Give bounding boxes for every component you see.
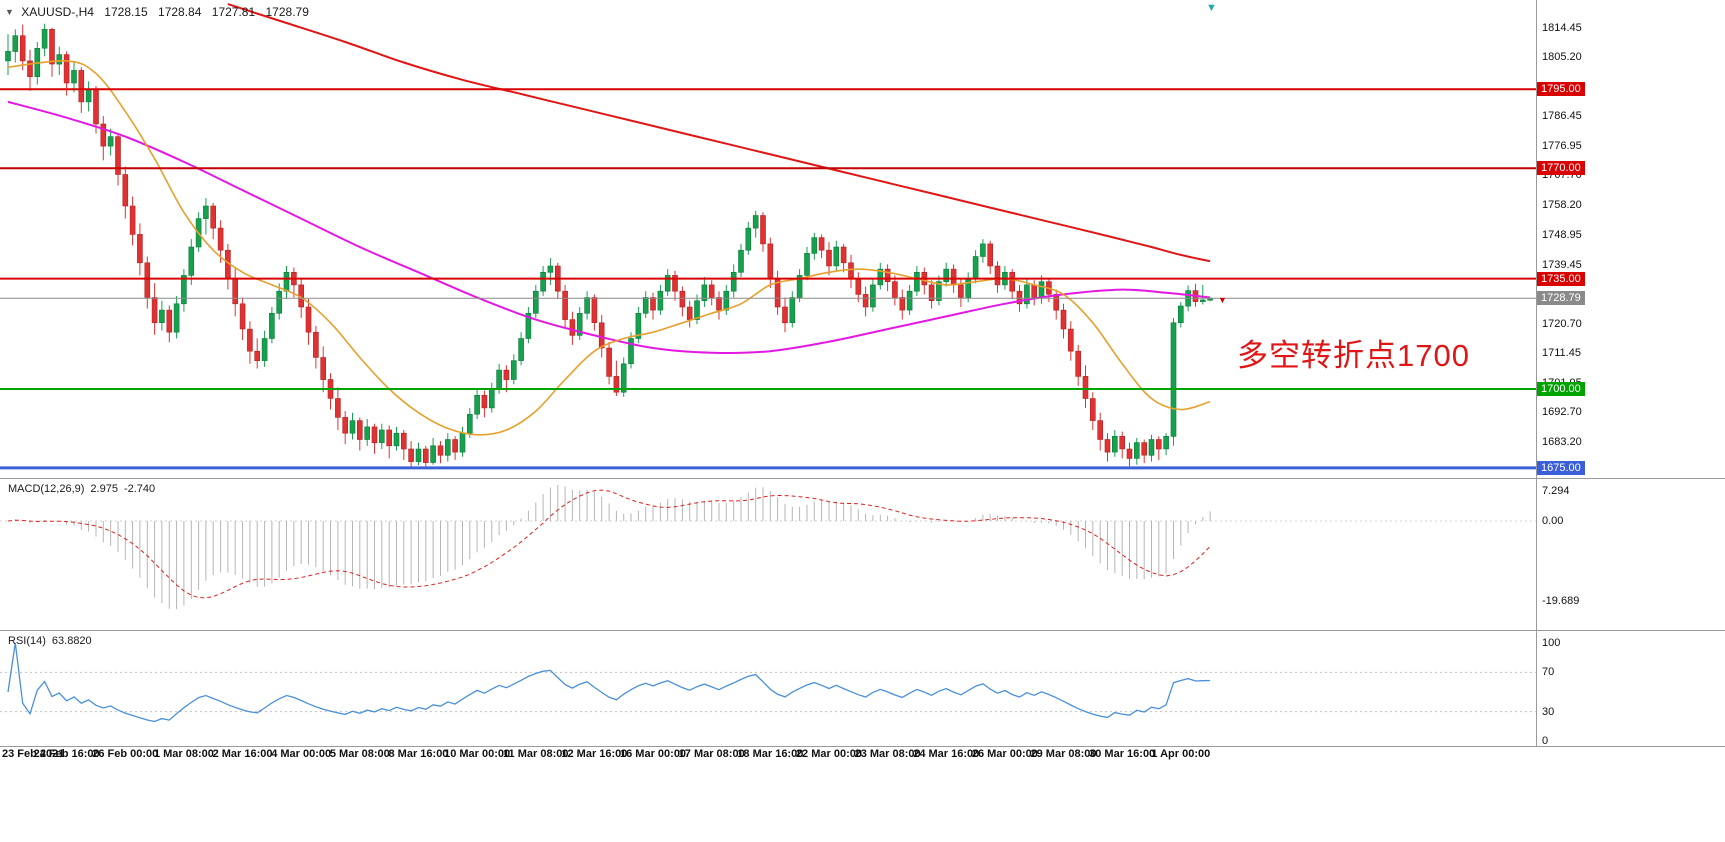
price-axis-label: 1683.20 bbox=[1542, 436, 1582, 448]
ohlc-close: 1728.79 bbox=[265, 5, 309, 19]
macd-name: MACD(12,26,9) bbox=[8, 483, 85, 495]
ma-slow-red-line bbox=[227, 3, 1211, 263]
time-axis-label: 11 Mar 08:00 bbox=[503, 748, 569, 760]
price-arrow-icon: ▼ bbox=[1218, 295, 1227, 305]
rsi-line bbox=[7, 642, 1211, 723]
time-axis-label: 30 Mar 16:00 bbox=[1089, 748, 1156, 760]
time-axis-label: 8 Mar 16:00 bbox=[388, 748, 449, 760]
time-axis-label: 23 Feb 2021 bbox=[2, 748, 65, 760]
ohlc-open: 1728.15 bbox=[104, 5, 148, 19]
time-axis-label: 24 Mar 16:00 bbox=[913, 748, 980, 760]
price-axis-label: 1748.95 bbox=[1542, 228, 1582, 241]
rsi-value: 63.8820 bbox=[51, 635, 92, 647]
ma-mid-magenta-line bbox=[7, 100, 1211, 354]
rsi-axis-label: 70 bbox=[1542, 666, 1555, 679]
price-badge-1795-00: 1795.00 bbox=[1537, 82, 1585, 97]
support-resistance-lines bbox=[0, 88, 1536, 470]
price-axis-label: 1758.20 bbox=[1542, 199, 1582, 212]
price-badge-1735-00: 1735.00 bbox=[1537, 271, 1585, 286]
symbol-timeframe: XAUUSD-,H4 bbox=[21, 5, 94, 19]
price-badge-1700-00: 1700.00 bbox=[1537, 382, 1585, 396]
time-axis[interactable]: 23 Feb 2021 24 Feb 16:00 26 Feb 00:00 1 Mar… bbox=[0, 747, 1725, 765]
price-axis-label: 1786.45 bbox=[1542, 110, 1582, 123]
ohlc-high: 1728.84 bbox=[158, 5, 202, 19]
time-axis-label: 2 Mar 16:00 bbox=[212, 748, 273, 760]
time-axis-label: 12 Mar 16:00 bbox=[561, 748, 628, 760]
macd-histogram bbox=[0, 485, 1536, 610]
macd-signal-line bbox=[7, 489, 1211, 599]
price-axis-label: 1814.45 bbox=[1542, 21, 1582, 34]
time-axis-label: 26 Mar 00:00 bbox=[971, 748, 1038, 760]
rsi-axis-label: 0 bbox=[1542, 735, 1549, 747]
macd-axis-label: 7.294 bbox=[1542, 485, 1570, 498]
price-axis-label: 1711.45 bbox=[1542, 346, 1581, 359]
time-axis-label: 29 Mar 08:00 bbox=[1030, 748, 1097, 760]
macd-main-value: 2.975 bbox=[90, 483, 118, 495]
rsi-axis-label: 100 bbox=[1542, 637, 1561, 649]
price-axis-label: 1739.45 bbox=[1542, 258, 1582, 271]
price-axis[interactable]: 1814.45 1805.20 1786.45 1776.95 1767.70 1758.… bbox=[1536, 0, 1725, 747]
price-badge-1728-79: 1728.79 bbox=[1537, 291, 1585, 306]
macd-axis-label: -19.689 bbox=[1542, 595, 1580, 608]
rsi-indicator-label: RSI(14) 63.8820 bbox=[8, 635, 92, 647]
time-axis-label: 26 Feb 00:00 bbox=[92, 748, 159, 760]
rsi-name: RSI(14) bbox=[8, 635, 46, 647]
rsi-level-lines bbox=[0, 671, 1536, 713]
price-axis-label: 1720.70 bbox=[1542, 317, 1582, 330]
price-badge-1770-00: 1770.00 bbox=[1537, 161, 1585, 176]
expander-icon[interactable]: ▼ bbox=[5, 7, 14, 17]
macd-axis-label: 0.00 bbox=[1542, 515, 1564, 527]
time-axis-label: 1 Mar 08:00 bbox=[153, 748, 214, 760]
time-axis-label: 22 Mar 00:00 bbox=[795, 748, 862, 760]
time-axis-label: 10 Mar 00:00 bbox=[444, 748, 511, 760]
time-axis-label: 4 Mar 00:00 bbox=[271, 748, 332, 760]
time-axis-label: 5 Mar 08:00 bbox=[329, 748, 390, 760]
price-badge-1675-00: 1675.00 bbox=[1537, 460, 1585, 475]
panel-separators bbox=[0, 0, 1725, 747]
annotation-text: 多空转折点1700 bbox=[1237, 338, 1470, 373]
time-axis-label: 23 Mar 08:00 bbox=[854, 748, 921, 760]
chart-shift-marker-icon[interactable]: ▼ bbox=[1206, 2, 1217, 14]
time-axis-label: 24 Feb 16:00 bbox=[33, 748, 100, 760]
ohlc-low: 1727.81 bbox=[211, 5, 256, 19]
time-axis-label: 1 Apr 00:00 bbox=[1151, 748, 1211, 760]
time-axis-label: 17 Mar 08:00 bbox=[678, 748, 745, 760]
time-axis-label: 18 Mar 16:00 bbox=[737, 748, 804, 760]
symbol-info: ▼ XAUUSD-,H4 1728.15 1728.84 1727.81 172… bbox=[5, 5, 309, 19]
price-axis-label: 1692.70 bbox=[1542, 406, 1582, 419]
macd-signal-value: -2.740 bbox=[123, 483, 156, 495]
price-axis-label: 1776.95 bbox=[1542, 140, 1582, 153]
rsi-axis-label: 30 bbox=[1542, 705, 1555, 718]
time-axis-label: 16 Mar 00:00 bbox=[620, 748, 687, 760]
ma-fast-orange-line bbox=[7, 60, 1211, 436]
price-axis-label: 1805.20 bbox=[1542, 51, 1582, 64]
macd-indicator-label: MACD(12,26,9) 2.975 -2.740 bbox=[8, 483, 155, 495]
